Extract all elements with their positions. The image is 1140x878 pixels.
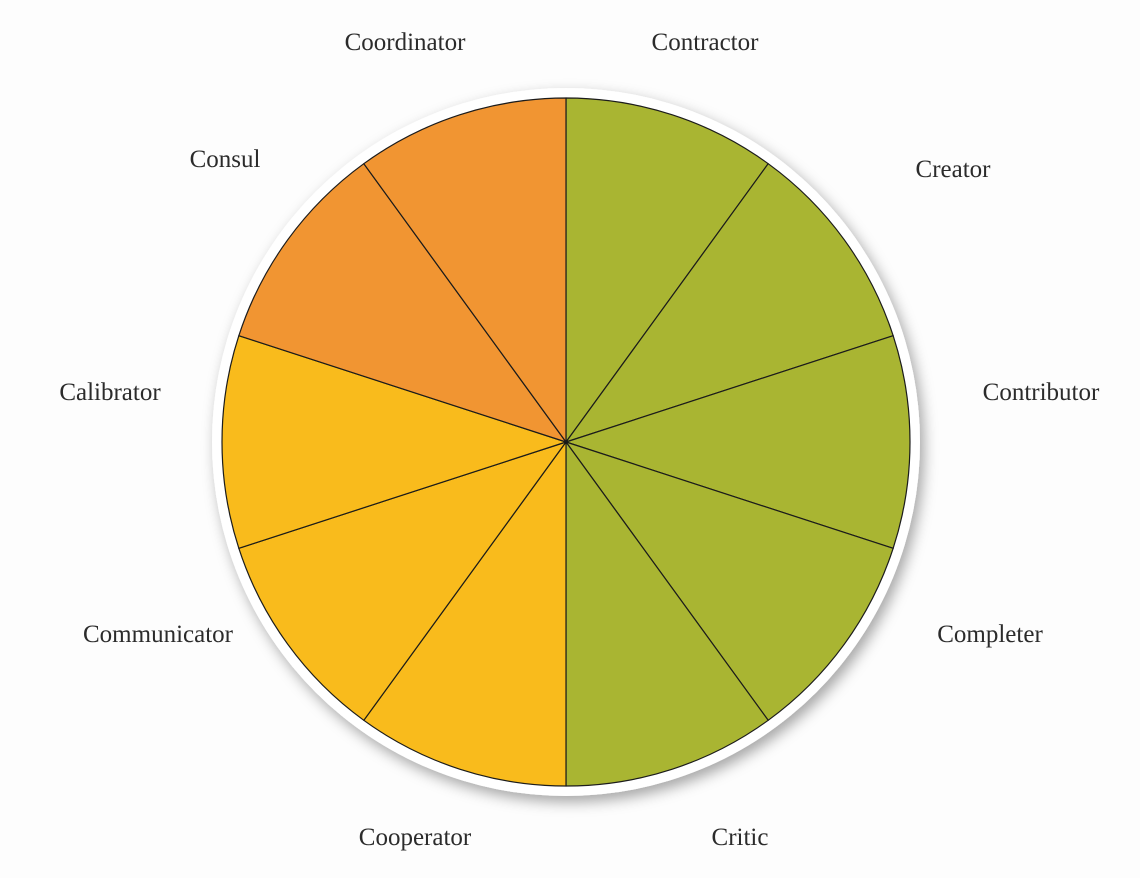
pie-slice-label: Coordinator [345, 29, 466, 57]
pie-chart-container: Contractor Creator Contributor Completer Cri… [0, 0, 1140, 873]
pie-chart-svg [0, 0, 1140, 873]
pie-slice-label: Critic [712, 824, 769, 852]
pie-slice-label: Completer [937, 621, 1043, 649]
pie-slice-label: Communicator [83, 621, 233, 649]
pie-slice-label: Cooperator [359, 824, 471, 852]
pie-slice-label: Consul [190, 146, 261, 174]
pie-slice-label: Contractor [652, 29, 759, 57]
pie-slice-label: Creator [916, 156, 991, 184]
pie-slice-label: Calibrator [59, 379, 160, 407]
pie-slice-label: Contributor [983, 379, 1100, 407]
